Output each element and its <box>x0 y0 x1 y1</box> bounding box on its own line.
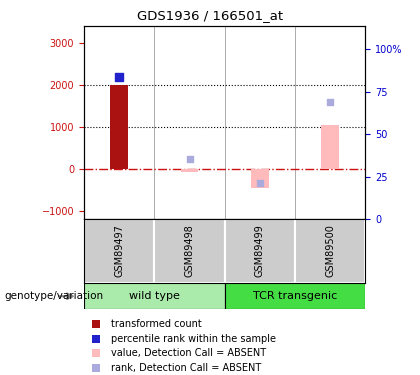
Text: percentile rank within the sample: percentile rank within the sample <box>111 334 276 344</box>
Text: GDS1936 / 166501_at: GDS1936 / 166501_at <box>137 9 283 22</box>
Text: value, Detection Call = ABSENT: value, Detection Call = ABSENT <box>111 348 266 358</box>
Text: rank, Detection Call = ABSENT: rank, Detection Call = ABSENT <box>111 363 262 373</box>
Point <box>116 74 123 80</box>
Text: TCR transgenic: TCR transgenic <box>253 291 337 301</box>
Bar <box>181 169 198 171</box>
Bar <box>225 283 365 309</box>
Text: GSM89499: GSM89499 <box>255 225 265 277</box>
Point <box>327 99 333 105</box>
Point <box>186 156 193 162</box>
Bar <box>225 219 295 283</box>
Bar <box>295 219 365 283</box>
Text: GSM89498: GSM89498 <box>184 225 194 277</box>
Text: GSM89497: GSM89497 <box>114 225 124 278</box>
Text: GSM89500: GSM89500 <box>325 225 335 278</box>
Text: transformed count: transformed count <box>111 319 202 329</box>
Text: wild type: wild type <box>129 291 180 301</box>
Text: genotype/variation: genotype/variation <box>4 291 103 301</box>
Bar <box>84 283 225 309</box>
Point <box>257 180 263 186</box>
Bar <box>84 219 155 283</box>
Bar <box>155 219 225 283</box>
Bar <box>321 125 339 169</box>
Bar <box>251 169 269 188</box>
Bar <box>110 85 128 169</box>
